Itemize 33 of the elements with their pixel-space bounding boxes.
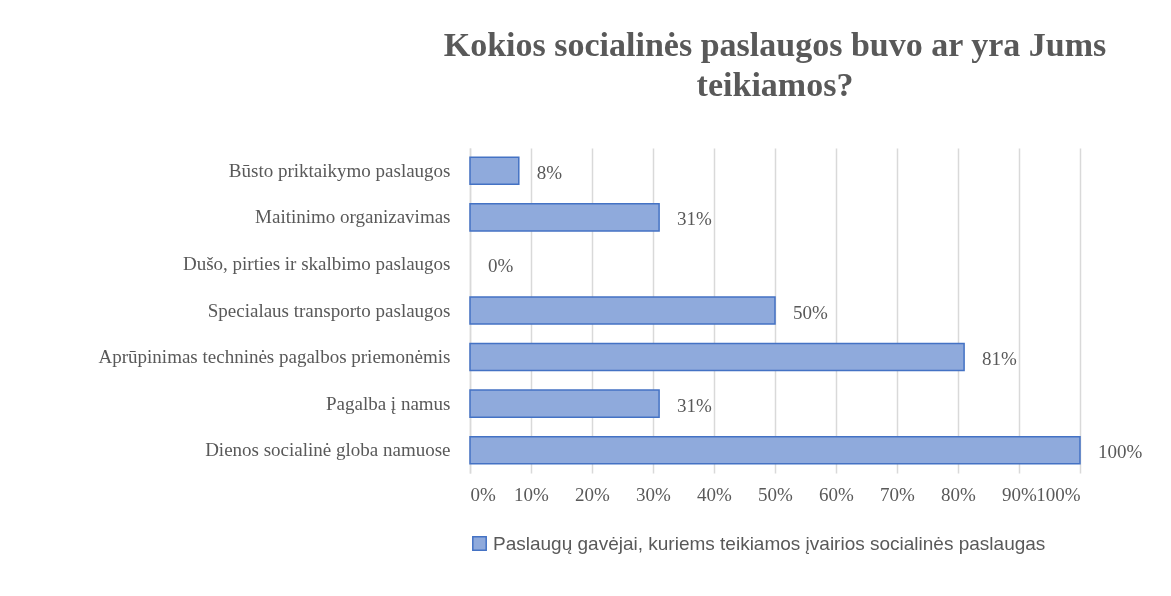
y-tick-label: Dienos socialinė globa namuose [205, 439, 451, 461]
y-tick-label: Pagalba į namus [325, 392, 451, 414]
text: 100% [1098, 441, 1143, 463]
bar [469, 389, 660, 418]
y-tick-label: Dušo, pirties ir skalbimo paslaugos [182, 252, 451, 274]
x-tick-label: 10% [514, 483, 550, 505]
text: 31% [677, 394, 712, 416]
x-tick-label: 0% [470, 483, 496, 505]
chart-title: Kokios socialinės paslaugos buvo ar yra Jums teikiamos? [443, 26, 1107, 103]
y-tick-label: Aprūpinimas techninės pagalbos priemonėmis [98, 346, 451, 368]
y-tick-label: Specialaus transporto paslaugos [207, 299, 451, 321]
x-tick-label: 90% [1002, 483, 1038, 505]
x-tick-label: 80% [941, 483, 977, 505]
text: 8% [536, 161, 563, 183]
x-tick-label: 20% [575, 483, 611, 505]
text: 0% [488, 254, 514, 276]
bar [469, 435, 1081, 465]
y-tick-label: Būsto priktaikymo paslaugos [228, 159, 451, 181]
x-tick-label: 40% [697, 483, 733, 505]
x-tick-label: 50% [758, 483, 794, 505]
x-tick-label: 70% [880, 483, 916, 505]
y-tick-label: Maitinimo organizavimas [255, 206, 451, 228]
bar [469, 296, 776, 325]
bar [469, 342, 965, 372]
x-tick-label: 60% [819, 483, 855, 505]
x-tick-label: 30% [636, 483, 672, 505]
x-tick-label: 100% [1036, 483, 1081, 505]
bar [469, 156, 520, 186]
text: 31% [677, 208, 712, 230]
text: 50% [793, 301, 828, 323]
bar [469, 203, 660, 232]
legend-label: Paslaugų gavėjai, kuriems teikiamos įvairios socialinės paslaugas [493, 532, 1046, 554]
text: 81% [982, 348, 1017, 370]
